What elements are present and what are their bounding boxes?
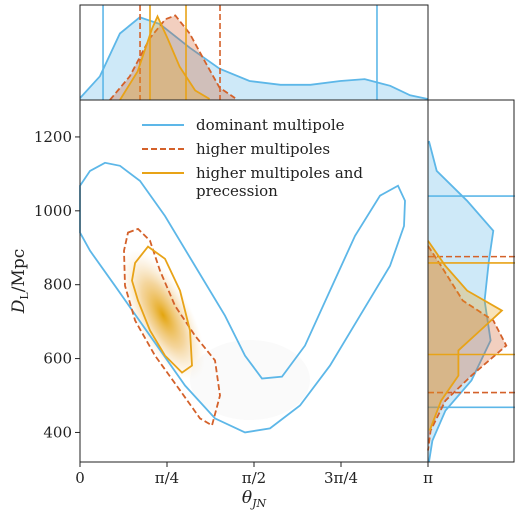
label-part: /Mpc	[9, 249, 29, 293]
y-tick-label: 1200	[34, 128, 72, 146]
contour-line	[123, 227, 221, 427]
label-part: D	[9, 299, 29, 314]
y-tick-label: 600	[43, 350, 72, 368]
y-tick-label: 400	[43, 423, 72, 441]
density-shading	[190, 340, 310, 420]
x-tick-label: 3π/4	[324, 469, 358, 487]
density-curve	[79, 16, 428, 100]
marginal-frame	[427, 99, 515, 463]
density-curve	[427, 240, 504, 431]
legend-swatch	[142, 148, 184, 150]
density-fill	[428, 240, 502, 431]
x-axis-label: θJN	[242, 488, 267, 510]
contour-line	[79, 161, 406, 434]
legend-label: higher multipoles and precession	[196, 164, 364, 200]
y-axis-label: DL/Mpc	[9, 249, 31, 315]
x-tick-label: π/4	[155, 469, 179, 487]
density-curve	[119, 14, 211, 101]
legend: dominant multipole higher multipoles highe…	[140, 116, 366, 206]
density-curve	[427, 245, 508, 451]
legend-label: higher multipoles	[196, 140, 331, 158]
legend-swatch	[142, 124, 184, 126]
legend-entry: higher multipoles	[140, 140, 366, 158]
label-part: θ	[242, 488, 252, 508]
x-tick-label: π/2	[242, 469, 266, 487]
density-fill	[428, 245, 507, 451]
density-fill	[109, 15, 236, 100]
label-part: JN	[250, 497, 266, 510]
density-curve	[109, 14, 236, 101]
y-tick-label: 1000	[34, 202, 72, 220]
x-tick-label: 0	[75, 469, 85, 487]
x-tick-label: π	[423, 469, 433, 487]
legend-entry: dominant multipole	[140, 116, 366, 134]
contour-line	[131, 245, 193, 374]
marginal-frame	[79, 4, 429, 101]
legend-swatch	[142, 172, 184, 174]
density-shading	[121, 250, 205, 380]
density-fill	[428, 141, 494, 463]
legend-label: dominant multipole	[196, 116, 345, 134]
legend-entry: higher multipoles and precession	[140, 164, 366, 200]
label-part: L	[18, 292, 31, 300]
y-tick-label: 800	[43, 276, 72, 294]
